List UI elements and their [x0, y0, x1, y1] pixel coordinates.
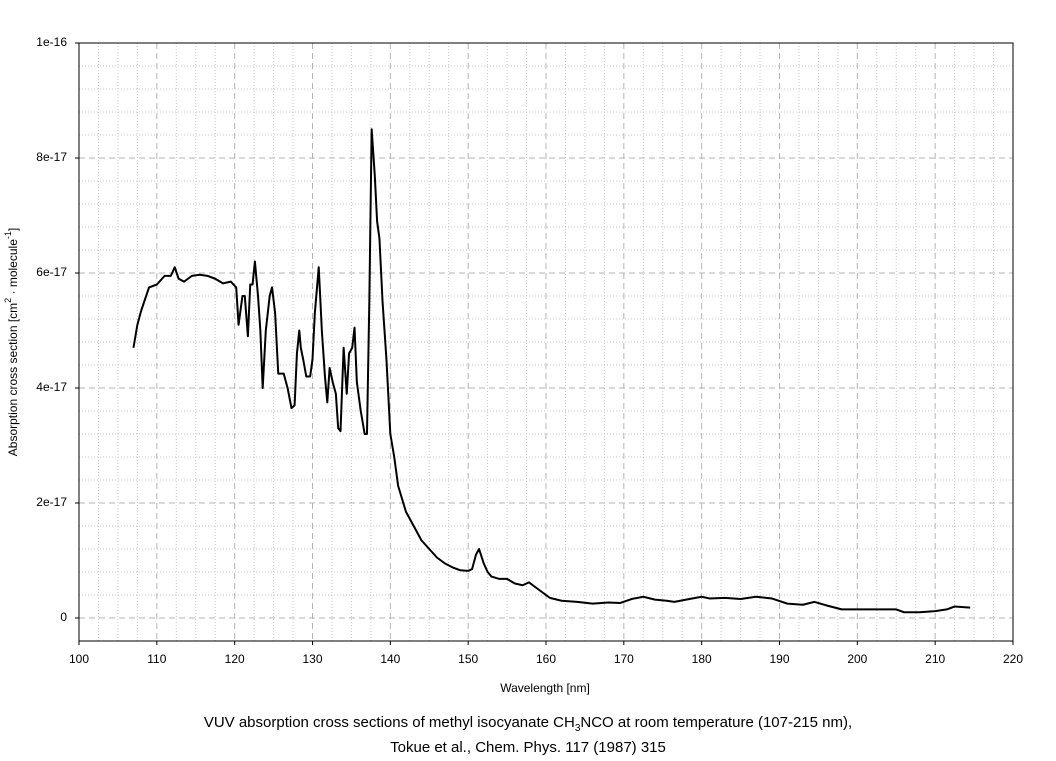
chart-subtitle: Tokue et al., Chem. Phys. 117 (1987) 315: [390, 739, 666, 756]
x-tick-label: 180: [692, 652, 712, 666]
x-axis-label: Wavelength [nm]: [500, 681, 590, 695]
plot-frame: [78, 42, 1014, 642]
grid: [78, 42, 1014, 641]
title-part: VUV absorption cross sections of methyl …: [204, 714, 575, 731]
y-label-part: · molecule: [6, 239, 20, 298]
x-tick-label: 160: [536, 652, 556, 666]
x-tick-label: 170: [614, 652, 634, 666]
y-tick-label: 1e-16: [36, 35, 67, 49]
chart-title: VUV absorption cross sections of methyl …: [204, 714, 852, 734]
x-tick-label: 100: [69, 652, 89, 666]
y-tick-label: 8e-17: [36, 150, 67, 164]
title-sub: 3: [575, 723, 581, 734]
y-tick-label: 6e-17: [36, 265, 67, 279]
x-tick-label: 150: [458, 652, 478, 666]
y-label-part: Absorption cross section [cm: [6, 303, 20, 456]
x-tick-label: 140: [380, 652, 400, 666]
x-tick-label: 210: [925, 652, 945, 666]
y-axis-label: Absorption cross section [cm2 · molecule…: [3, 228, 20, 456]
x-tick-label: 190: [769, 652, 789, 666]
y-label-sup: -1: [3, 231, 13, 239]
y-label-part: ]: [6, 228, 20, 231]
title-part: NCO at room temperature (107-215 nm),: [580, 714, 852, 731]
y-tick-label: 2e-17: [36, 495, 67, 509]
x-tick-label: 220: [1003, 652, 1023, 666]
x-tick-label: 130: [302, 652, 322, 666]
y-tick-label: 0: [60, 610, 67, 624]
y-tick-label: 4e-17: [36, 380, 67, 394]
x-tick-label: 120: [225, 652, 245, 666]
x-tick-label: 110: [147, 652, 166, 666]
y-label-sup: 2: [3, 298, 13, 303]
data-line: [132, 128, 971, 614]
x-tick-label: 200: [847, 652, 867, 666]
